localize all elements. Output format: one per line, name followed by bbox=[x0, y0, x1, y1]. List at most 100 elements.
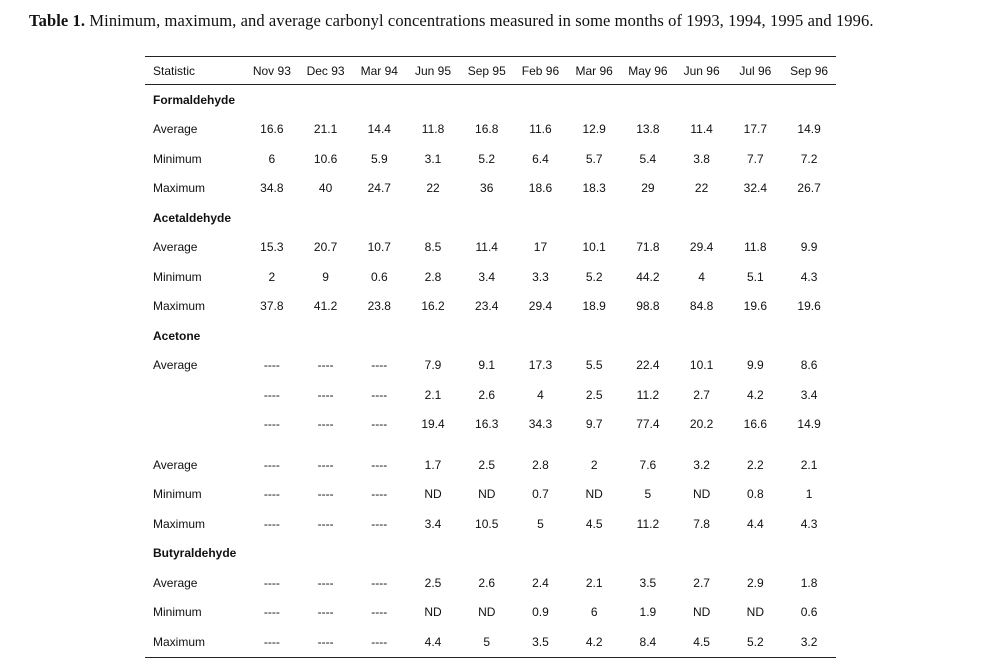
row-label: Minimum bbox=[153, 605, 202, 620]
value-cell: ND bbox=[746, 605, 764, 620]
compound-group-label: Butyraldehyde bbox=[153, 546, 237, 561]
value-cell: 10.1 bbox=[689, 358, 714, 373]
value-cell: 7.2 bbox=[800, 151, 818, 166]
value-cell: ---- bbox=[298, 627, 353, 658]
value-cell: 2.7 bbox=[693, 387, 710, 402]
value-cell: 3.3 bbox=[532, 269, 549, 284]
row-label: Average bbox=[153, 240, 198, 255]
value-cell: 9.7 bbox=[585, 417, 603, 432]
value-cell: 29.4 bbox=[689, 240, 714, 255]
group-row: Acetaldehyde bbox=[145, 203, 836, 233]
value-cell: 13.8 bbox=[636, 122, 660, 137]
value-cell: 9.1 bbox=[478, 358, 496, 373]
value-cell: 16.6 bbox=[743, 417, 767, 432]
value-cell: 7.9 bbox=[424, 358, 442, 373]
value-cell: 29.4 bbox=[528, 299, 553, 314]
value-cell: 2 bbox=[590, 457, 598, 472]
value-cell: 21.1 bbox=[313, 122, 338, 137]
value-cell: 11.4 bbox=[690, 122, 713, 137]
value-cell: 6 bbox=[590, 605, 598, 620]
value-cell: 23.8 bbox=[367, 299, 391, 314]
value-cell: 6 bbox=[268, 151, 276, 166]
value-cell: 9 bbox=[322, 269, 329, 284]
table-row: Average 15.3 20.7 10.7 8.5 11.4 17 10.1 71.8 29.4… bbox=[145, 233, 836, 263]
value-cell: 2.6 bbox=[478, 575, 496, 590]
value-cell: 1.8 bbox=[800, 575, 818, 590]
row-label bbox=[145, 410, 245, 440]
value-cell: ---- bbox=[263, 387, 280, 402]
value-cell: 4 bbox=[537, 387, 544, 402]
caption-text: Minimum, maximum, and average carbonyl c… bbox=[89, 11, 874, 30]
carbonyl-table: Statistic Nov 93 Dec 93 Mar 94 Jun 95 Sep 95 F… bbox=[145, 56, 836, 658]
value-cell: 9.9 bbox=[800, 240, 818, 255]
value-cell: 2 bbox=[268, 269, 276, 284]
group-row: Acetone bbox=[145, 321, 836, 351]
value-cell: 0.8 bbox=[746, 487, 764, 502]
value-cell: ---- bbox=[371, 358, 388, 373]
value-cell: 11.4 bbox=[475, 240, 498, 255]
value-cell: 5.7 bbox=[585, 151, 603, 166]
value-cell: ND bbox=[585, 487, 603, 502]
value-cell: ---- bbox=[317, 387, 334, 402]
table-row: Average ---- ---- ---- 1.7 2.5 2.8 2 7.6 3.2 2.2 2.… bbox=[145, 450, 836, 480]
value-cell: 10.1 bbox=[582, 240, 606, 255]
group-row: Butyraldehyde bbox=[145, 539, 836, 569]
caption-label: Table 1. bbox=[29, 11, 86, 30]
value-cell: 3.4 bbox=[424, 516, 442, 531]
value-cell: 11.2 bbox=[636, 387, 660, 402]
value-cell: 77.4 bbox=[636, 417, 660, 432]
column-header: Mar 96 bbox=[567, 56, 622, 85]
column-header: Mar 94 bbox=[352, 56, 407, 85]
column-header: Jun 96 bbox=[674, 56, 729, 85]
table-row: Average ---- ---- ---- 2.5 2.6 2.4 2.1 3.5 2.7 2.9… bbox=[145, 568, 836, 598]
value-cell: 5.5 bbox=[585, 358, 603, 373]
row-label: Maximum bbox=[145, 627, 245, 658]
header-row: Statistic Nov 93 Dec 93 Mar 94 Jun 95 Sep 95 F… bbox=[145, 56, 836, 85]
value-cell: 2.5 bbox=[585, 387, 603, 402]
value-cell: 4.5 bbox=[674, 627, 729, 658]
value-cell: 4.4 bbox=[746, 516, 764, 531]
value-cell: 11.8 bbox=[421, 122, 445, 137]
row-label: Average bbox=[153, 575, 198, 590]
value-cell: 3.1 bbox=[424, 151, 442, 166]
column-header: Feb 96 bbox=[513, 56, 568, 85]
value-cell: 7.7 bbox=[746, 151, 764, 166]
value-cell: 32.4 bbox=[743, 181, 767, 196]
value-cell: 19.6 bbox=[743, 299, 767, 314]
value-cell: 0.7 bbox=[532, 487, 549, 502]
value-cell: 2.4 bbox=[532, 575, 549, 590]
row-label: Average bbox=[153, 122, 198, 137]
value-cell: ND bbox=[692, 487, 711, 502]
value-cell: 5 bbox=[537, 516, 544, 531]
value-cell: 16.2 bbox=[421, 299, 445, 314]
value-cell: ND bbox=[692, 605, 711, 620]
value-cell: 4.5 bbox=[585, 516, 603, 531]
value-cell: 9.9 bbox=[746, 358, 764, 373]
value-cell: 8.4 bbox=[621, 627, 675, 658]
spacer-row bbox=[145, 439, 836, 450]
value-cell: 1 bbox=[805, 487, 813, 502]
value-cell: 26.7 bbox=[797, 181, 821, 196]
table-row: ---- ---- ---- 2.1 2.6 4 2.5 11.2 2.7 4.2 3.4 bbox=[145, 380, 836, 410]
value-cell: ---- bbox=[263, 575, 280, 590]
value-cell: 14.9 bbox=[797, 417, 821, 432]
value-cell: 34.3 bbox=[528, 417, 553, 432]
value-cell: 3.4 bbox=[800, 387, 818, 402]
value-cell: ND bbox=[424, 487, 442, 502]
value-cell: 11.8 bbox=[744, 240, 767, 255]
value-cell: 4.4 bbox=[406, 627, 460, 658]
row-label: Minimum bbox=[153, 151, 202, 166]
value-cell: 0.6 bbox=[370, 269, 388, 284]
spacer-cell bbox=[145, 439, 836, 450]
value-cell: ND bbox=[478, 487, 496, 502]
value-cell: 23.4 bbox=[475, 299, 499, 314]
value-cell: 5.4 bbox=[639, 151, 657, 166]
value-cell: 19.6 bbox=[797, 299, 821, 314]
value-cell: 71.8 bbox=[636, 240, 660, 255]
value-cell: 24.7 bbox=[367, 181, 391, 196]
value-cell: 19.4 bbox=[421, 417, 445, 432]
value-cell: 84.8 bbox=[689, 299, 714, 314]
value-cell: 5.9 bbox=[370, 151, 388, 166]
value-cell: 2.5 bbox=[424, 575, 442, 590]
value-cell: 3.8 bbox=[693, 151, 710, 166]
